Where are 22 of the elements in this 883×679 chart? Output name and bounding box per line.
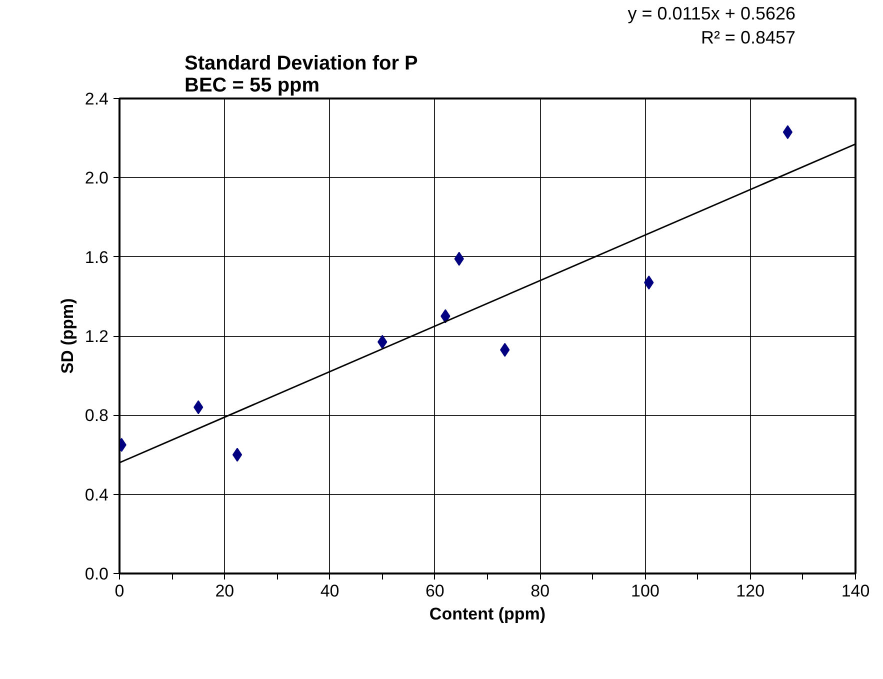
y-axis-title: SD (ppm) (58, 298, 77, 374)
x-tick-label: 140 (841, 582, 870, 600)
point (232, 448, 242, 462)
x-tick-label: 80 (530, 582, 550, 600)
x-axis-title: Content (ppm) (429, 604, 546, 624)
y-tick-label: 0.4 (84, 485, 109, 504)
y-tick-label: 0.8 (84, 406, 109, 426)
text: R² = 0.8457 (700, 28, 796, 48)
x-tick-label: 100 (631, 582, 660, 600)
point (782, 125, 793, 140)
y-tick-label: 1.6 (84, 248, 109, 267)
x-tick-label: 60 (425, 582, 444, 600)
y-tick-label: 1.2 (84, 327, 109, 346)
text: y = 0.0115x + 0.5626 (628, 4, 796, 24)
x-tick-label: 20 (215, 582, 234, 600)
x-tick-label: 0 (114, 582, 124, 600)
y-tick-label: 0.0 (84, 564, 109, 584)
y-tick-label: 2.4 (84, 90, 109, 108)
y-tick-label: 2.0 (84, 168, 109, 188)
x-tick-label: 40 (320, 582, 340, 600)
chart-title: Standard Deviation for P BEC = 55 ppm (184, 52, 418, 96)
x-tick-label: 120 (736, 582, 765, 600)
